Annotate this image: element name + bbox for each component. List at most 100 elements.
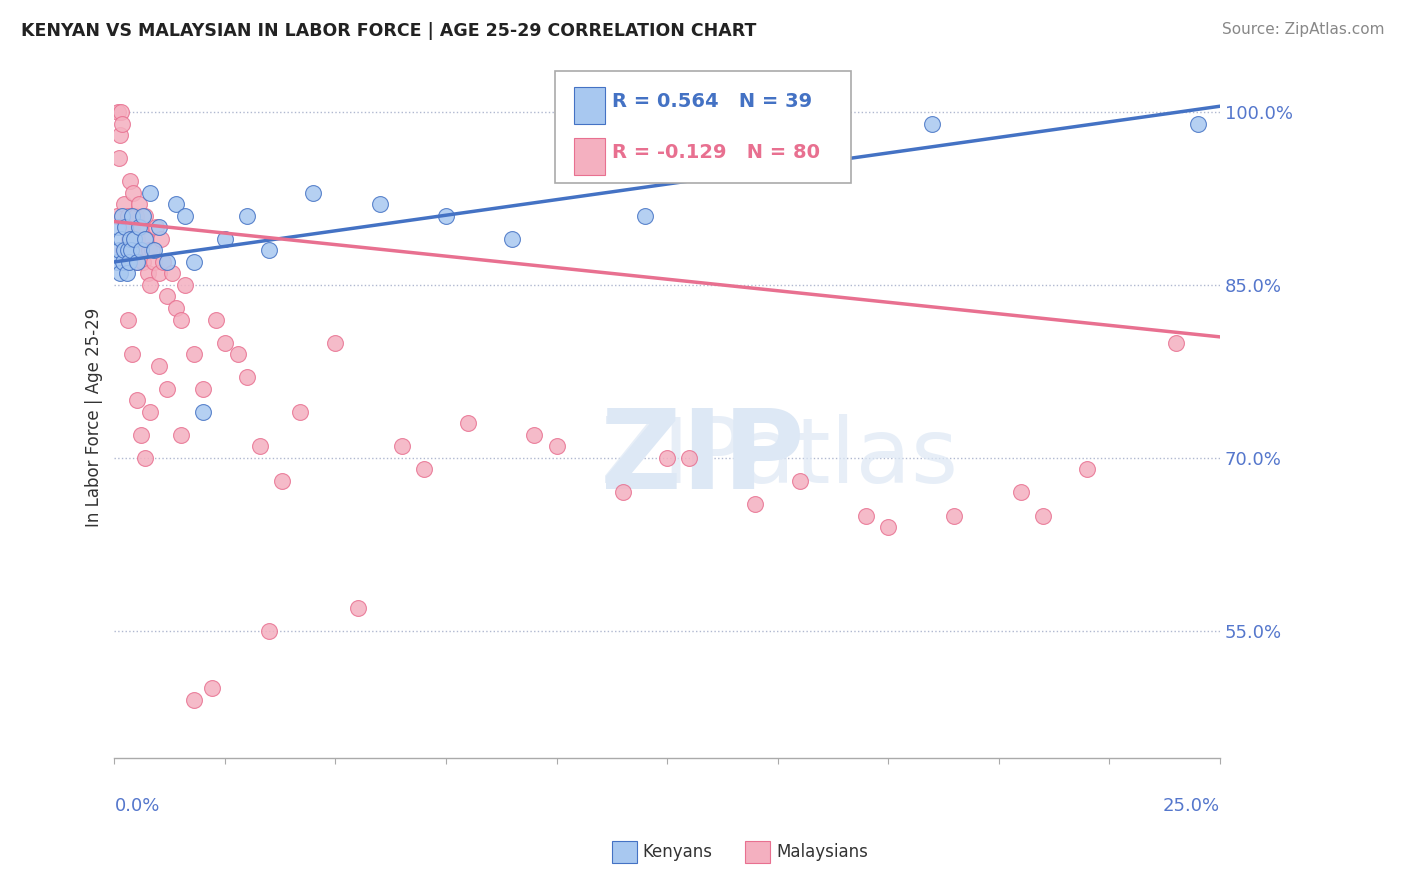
Point <box>214 232 236 246</box>
Point <box>117 255 139 269</box>
Point <box>112 244 135 258</box>
Point <box>214 335 236 350</box>
Point <box>325 335 347 350</box>
Point <box>183 347 205 361</box>
Point <box>129 244 152 258</box>
Point <box>1010 485 1032 500</box>
Point <box>165 301 187 315</box>
Point <box>110 232 132 246</box>
Point <box>128 197 150 211</box>
Point <box>744 497 766 511</box>
Point <box>170 312 193 326</box>
Point <box>117 244 139 258</box>
Point <box>191 405 214 419</box>
Point <box>115 255 138 269</box>
Point <box>1164 335 1187 350</box>
Point <box>288 405 311 419</box>
Point <box>143 244 166 258</box>
Point <box>434 209 457 223</box>
Point <box>124 244 146 258</box>
Text: 0.0%: 0.0% <box>114 797 160 814</box>
Point <box>143 255 166 269</box>
Point <box>789 474 811 488</box>
Point <box>302 186 325 200</box>
Point <box>121 347 143 361</box>
Point <box>114 220 136 235</box>
Point <box>129 244 152 258</box>
Point <box>105 209 128 223</box>
Point <box>107 105 129 120</box>
Point <box>108 244 131 258</box>
Point <box>134 209 156 223</box>
Point <box>257 624 280 638</box>
Point <box>112 255 135 269</box>
Point <box>105 255 128 269</box>
Point <box>118 232 141 246</box>
Point <box>138 244 160 258</box>
Point <box>114 220 136 235</box>
Point <box>127 232 149 246</box>
Point <box>115 267 138 281</box>
Point <box>139 405 162 419</box>
Point <box>149 232 172 246</box>
Point <box>108 267 131 281</box>
Point <box>128 220 150 235</box>
Point <box>118 174 141 188</box>
Text: Malaysians: Malaysians <box>776 843 868 862</box>
Point <box>134 450 156 465</box>
Point <box>112 244 135 258</box>
Point <box>257 244 280 258</box>
Point <box>412 462 434 476</box>
Point <box>943 508 966 523</box>
Point <box>156 382 179 396</box>
Point <box>271 474 294 488</box>
Point <box>148 359 170 373</box>
Point <box>612 485 634 500</box>
Point <box>124 209 146 223</box>
Point <box>145 220 167 235</box>
Text: R = -0.129   N = 80: R = -0.129 N = 80 <box>612 144 820 162</box>
Point <box>139 277 162 292</box>
Point <box>110 105 132 120</box>
Point <box>117 232 139 246</box>
Point <box>1076 462 1098 476</box>
Point <box>156 289 179 303</box>
Text: ZIP: ZIP <box>600 405 804 512</box>
Point <box>501 232 523 246</box>
Point <box>108 151 131 165</box>
Point <box>205 312 228 326</box>
Point <box>132 209 155 223</box>
Point <box>201 681 224 696</box>
Point <box>122 186 145 200</box>
Point <box>346 600 368 615</box>
Point <box>160 267 183 281</box>
Point <box>107 220 129 235</box>
Point <box>129 220 152 235</box>
Point <box>678 450 700 465</box>
Point <box>1187 117 1209 131</box>
Point <box>111 209 134 223</box>
Y-axis label: In Labor Force | Age 25-29: In Labor Force | Age 25-29 <box>86 308 103 527</box>
Point <box>1032 508 1054 523</box>
Point <box>191 382 214 396</box>
Point <box>111 117 134 131</box>
Point <box>174 209 197 223</box>
Point <box>108 128 131 142</box>
Point <box>170 427 193 442</box>
Point <box>148 220 170 235</box>
Point <box>236 209 259 223</box>
Text: ZIPatlas: ZIPatlas <box>600 415 957 502</box>
Point <box>183 255 205 269</box>
Text: R = 0.564   N = 39: R = 0.564 N = 39 <box>612 92 811 111</box>
Point <box>125 393 148 408</box>
Point <box>391 439 413 453</box>
Point <box>121 209 143 223</box>
Point <box>117 312 139 326</box>
Point <box>249 439 271 453</box>
Point <box>121 220 143 235</box>
Point <box>921 117 943 131</box>
Point <box>226 347 249 361</box>
Text: Source: ZipAtlas.com: Source: ZipAtlas.com <box>1222 22 1385 37</box>
Point <box>124 232 146 246</box>
Point <box>120 244 142 258</box>
